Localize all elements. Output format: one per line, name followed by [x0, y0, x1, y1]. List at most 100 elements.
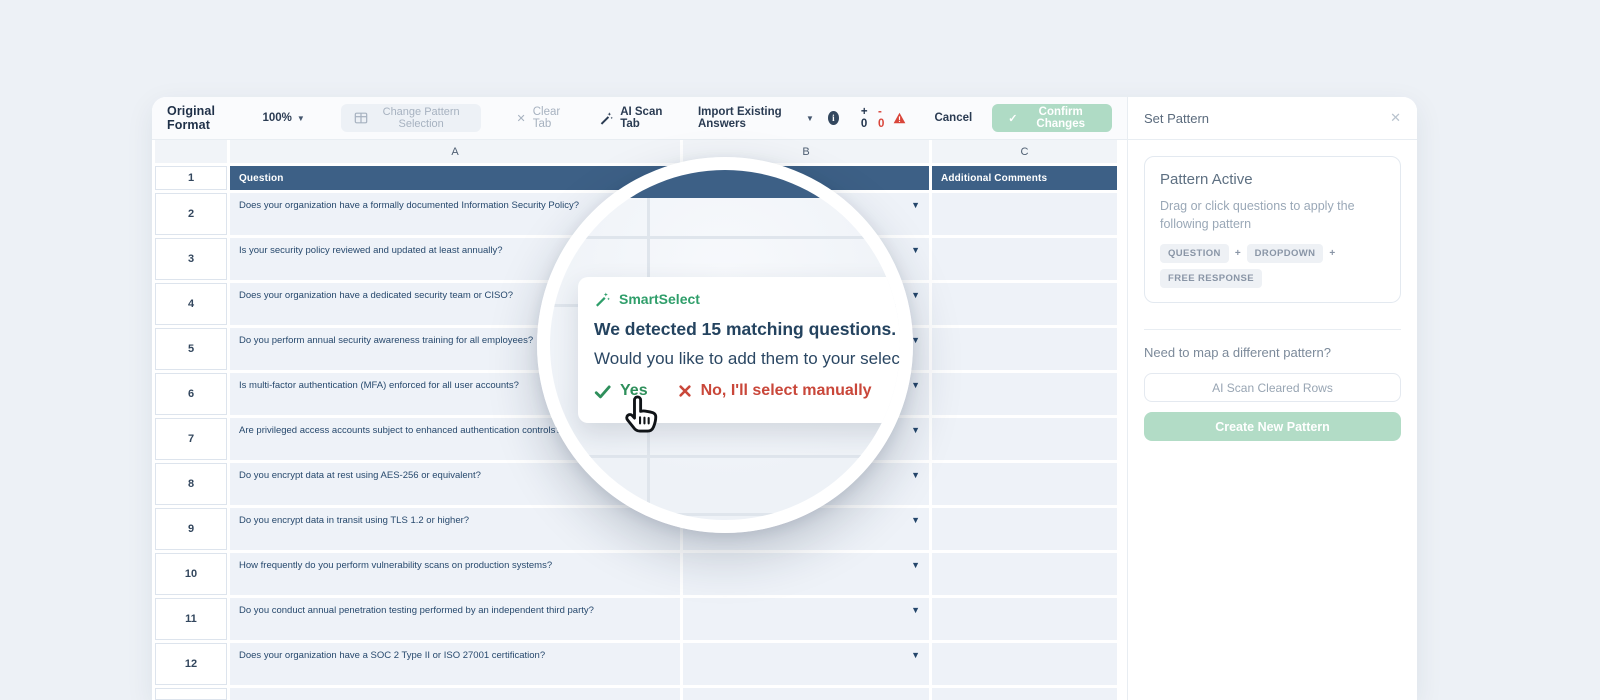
magnified-grid-line	[550, 236, 900, 239]
comments-cell[interactable]	[932, 283, 1117, 325]
zoom-level-dropdown[interactable]: 100% ▼	[262, 112, 304, 124]
info-icon[interactable]: i	[827, 111, 839, 125]
panel-title: Set Pattern	[1144, 110, 1210, 126]
clear-tab-label: Clear Tab	[532, 106, 561, 130]
no-select-manually-button[interactable]: No, I'll select manually	[678, 382, 872, 400]
table-row: 12 Does your organization have a SOC 2 T…	[155, 643, 1117, 685]
comments-cell[interactable]	[932, 193, 1117, 235]
question-cell[interactable]: How frequently do you perform vulnerabil…	[230, 553, 680, 595]
answer-dropdown-cell[interactable]: ▼	[683, 553, 929, 595]
plus-separator: +	[1329, 248, 1336, 260]
row-number: 2	[155, 193, 227, 235]
dropdown-chevron-icon[interactable]: ▼	[911, 425, 920, 435]
popup-detection-message: We detected 15 matching questions.	[594, 319, 897, 339]
chevron-down-icon: ▼	[296, 113, 305, 123]
comments-cell[interactable]	[932, 373, 1117, 415]
ai-scan-tab-label: AI Scan Tab	[620, 106, 663, 130]
dropdown-chevron-icon[interactable]: ▼	[911, 650, 920, 660]
row-number: 5	[155, 328, 227, 370]
yes-button[interactable]: Yes	[594, 382, 648, 400]
import-existing-answers-label: Import Existing Answers	[697, 106, 782, 130]
dropdown-chevron-icon: ▼	[880, 478, 892, 492]
dropdown-chevron-icon[interactable]: ▼	[911, 290, 920, 300]
cancel-button[interactable]: Cancel	[934, 112, 973, 124]
close-icon: ✕	[516, 112, 526, 125]
row-number: 12	[155, 643, 227, 685]
create-new-pattern-button[interactable]: Create New Pattern	[1144, 412, 1401, 442]
column-header-a[interactable]: A	[230, 140, 680, 163]
question-cell[interactable]: Do you conduct annual penetration testin…	[230, 598, 680, 640]
magic-wand-icon	[594, 291, 610, 307]
warning-triangle-icon	[893, 112, 906, 124]
change-counters: + 0 - 0	[861, 106, 907, 130]
row-number	[155, 688, 227, 700]
x-icon	[678, 384, 692, 398]
map-different-pattern-text: Need to map a different pattern?	[1144, 345, 1331, 361]
table-row-partial	[155, 688, 1117, 700]
answer-dropdown-cell[interactable]: ▼	[683, 643, 929, 685]
comments-cell[interactable]	[932, 643, 1117, 685]
row-number: 6	[155, 373, 227, 415]
row-number: 4	[155, 283, 227, 325]
change-pattern-selection-button[interactable]: Change Pattern Selection	[340, 104, 481, 132]
magnified-header-band	[550, 170, 900, 198]
pattern-active-description: Drag or click questions to apply the fol…	[1160, 199, 1355, 232]
dropdown-chevron-icon: ▼	[882, 252, 894, 266]
app-window: Original Format 100% ▼ Change Pattern Se…	[152, 97, 1417, 700]
magnified-grid-line	[550, 513, 900, 516]
answer-dropdown-cell[interactable]	[683, 688, 929, 700]
set-pattern-panel: Set Pattern ✕ Pattern Active Drag or cli…	[1127, 97, 1417, 700]
comments-cell[interactable]	[932, 688, 1117, 700]
dropdown-chevron-icon[interactable]: ▼	[911, 200, 920, 210]
comments-cell[interactable]	[932, 328, 1117, 370]
close-icon[interactable]: ✕	[1390, 110, 1401, 125]
ai-scan-tab-button[interactable]: AI Scan Tab	[599, 106, 666, 130]
answer-dropdown-cell[interactable]: ▼	[683, 598, 929, 640]
no-label: No, I'll select manually	[700, 382, 872, 399]
dropdown-chevron-icon[interactable]: ▼	[911, 380, 920, 390]
import-existing-answers-dropdown[interactable]: Import Existing Answers ▼	[698, 106, 814, 130]
hand-cursor-icon	[618, 392, 664, 438]
dropdown-chevron-icon[interactable]: ▼	[911, 560, 920, 570]
zoom-level-value: 100%	[262, 112, 292, 124]
comments-cell[interactable]	[932, 553, 1117, 595]
pattern-badge-question: QUESTION	[1160, 244, 1229, 264]
added-count: + 0	[860, 106, 868, 130]
table-row: 11 Do you conduct annual penetration tes…	[155, 598, 1117, 640]
check-icon: ✓	[1008, 112, 1018, 125]
clear-tab-button[interactable]: ✕ Clear Tab	[517, 106, 568, 130]
dropdown-chevron-icon[interactable]: ▼	[911, 605, 920, 615]
dropdown-chevron-icon[interactable]: ▼	[911, 470, 920, 480]
comments-cell[interactable]	[932, 508, 1117, 550]
dropdown-chevron-icon[interactable]: ▼	[911, 335, 920, 345]
pattern-badge-free-response: FREE RESPONSE	[1160, 269, 1262, 289]
panel-header: Set Pattern ✕	[1128, 97, 1417, 140]
dropdown-chevron-icon[interactable]: ▼	[911, 515, 920, 525]
comments-cell[interactable]	[932, 598, 1117, 640]
confirm-changes-label: Confirm Changes	[1036, 106, 1085, 130]
confirm-changes-button[interactable]: ✓ Confirm Changes	[992, 104, 1113, 132]
comments-cell[interactable]	[932, 418, 1117, 460]
question-cell[interactable]: Does your organization have a SOC 2 Type…	[230, 643, 680, 685]
corner-cell	[155, 140, 227, 163]
magnified-grid-line	[550, 455, 900, 458]
question-cell[interactable]	[230, 688, 680, 700]
pattern-badges: QUESTION + DROPDOWN + FREE RESPONSE	[1160, 244, 1385, 289]
comments-cell[interactable]	[932, 463, 1117, 505]
ai-scan-cleared-rows-button[interactable]: AI Scan Cleared Rows	[1144, 373, 1401, 403]
row-number: 8	[155, 463, 227, 505]
row-number: 3	[155, 238, 227, 280]
comments-column-header: Additional Comments	[932, 166, 1117, 190]
column-header-c[interactable]: C	[932, 140, 1117, 163]
dropdown-chevron-icon[interactable]: ▼	[911, 245, 920, 255]
plus-separator: +	[1234, 248, 1241, 260]
magnifier-lens: ▼ ▼ ▼ ▼ SmartSelect We detected 15 match…	[537, 157, 913, 533]
removed-count: - 0	[877, 106, 885, 130]
dropdown-chevron-icon: ▼	[882, 206, 894, 220]
table-icon	[354, 111, 368, 125]
comments-cell[interactable]	[932, 238, 1117, 280]
smartselect-popup: SmartSelect We detected 15 matching ques…	[578, 277, 900, 423]
check-icon	[594, 384, 611, 399]
pattern-active-title: Pattern Active	[1160, 171, 1253, 188]
row-number: 11	[155, 598, 227, 640]
